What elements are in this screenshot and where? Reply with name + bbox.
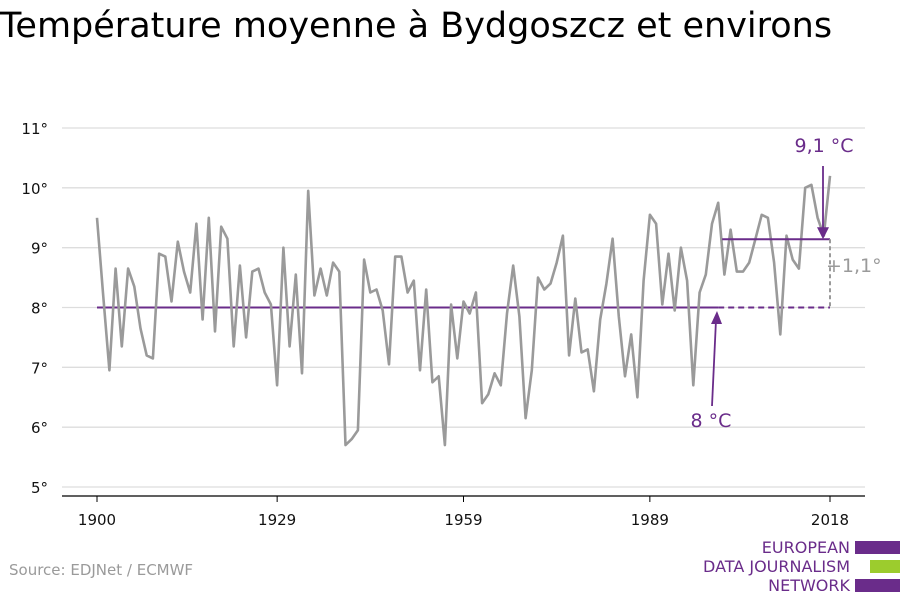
x-tick-label-2018: 2018 xyxy=(811,511,849,529)
x-tick-label-1989: 1989 xyxy=(631,511,669,529)
y-tick-label-11: 11° xyxy=(21,120,48,138)
x-axis-ticks: 1900 1929 1959 1989 2018 xyxy=(78,496,849,529)
logo-bar-3 xyxy=(855,579,900,592)
logo-bar-2 xyxy=(870,560,900,573)
x-tick-label-1929: 1929 xyxy=(258,511,296,529)
y-tick-label-10: 10° xyxy=(21,180,48,198)
logo-line-1: EUROPEAN xyxy=(761,538,850,557)
temperature-series-line xyxy=(95,175,832,447)
recent-label: 9,1 °C xyxy=(794,135,853,157)
recent-average-annotation: 9,1 °C +1,1° xyxy=(722,135,882,308)
baseline-annotation: 8 °C xyxy=(97,306,830,432)
source-credit: Source: EDJNet / ECMWF xyxy=(9,561,194,579)
logo-line-3: NETWORK xyxy=(768,576,850,595)
y-axis-ticks: 5° 6° 7° 8° 9° 10° 11° xyxy=(21,120,48,497)
baseline-label: 8 °C xyxy=(691,410,732,432)
logo-line-2: DATA JOURNALISM xyxy=(703,557,850,576)
recent-pointer-arrowhead xyxy=(817,227,829,240)
x-tick-label-1959: 1959 xyxy=(444,511,482,529)
difference-label: +1,1° xyxy=(826,255,882,277)
y-tick-label-5: 5° xyxy=(31,479,48,497)
y-tick-label-9: 9° xyxy=(31,240,48,258)
line-chart: 5° 6° 7° 8° 9° 10° 11° 1900 1929 1959 1989 2018 8 … xyxy=(21,120,882,529)
y-tick-label-6: 6° xyxy=(31,419,48,437)
edjnet-logo: EUROPEAN DATA JOURNALISM NETWORK xyxy=(700,538,900,596)
chart-title: Température moyenne à Bydgoszcz et envir… xyxy=(0,6,833,46)
y-tick-label-8: 8° xyxy=(31,300,48,318)
logo-bar-1 xyxy=(855,541,900,554)
baseline-pointer-arrowhead xyxy=(711,311,722,324)
x-tick-label-1900: 1900 xyxy=(78,511,116,529)
baseline-pointer-line xyxy=(711,319,717,407)
y-tick-label-7: 7° xyxy=(31,359,48,377)
